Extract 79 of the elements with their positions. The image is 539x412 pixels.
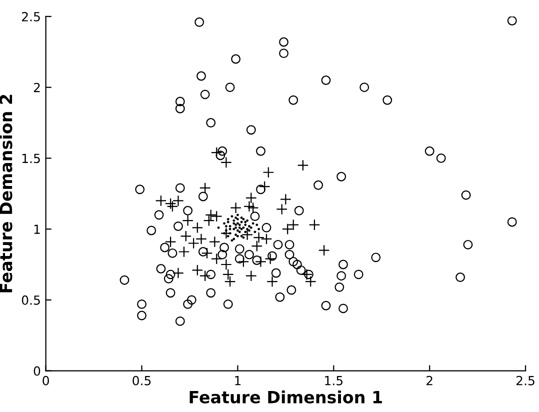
point bbox=[266, 276, 278, 288]
point bbox=[297, 160, 309, 171]
point bbox=[280, 194, 292, 206]
point bbox=[210, 146, 222, 158]
point bbox=[260, 233, 272, 245]
point bbox=[192, 222, 204, 234]
point bbox=[180, 230, 192, 242]
y-tick-label: 0.5 bbox=[22, 295, 40, 305]
point bbox=[245, 192, 257, 204]
point bbox=[232, 238, 236, 240]
point bbox=[254, 230, 256, 234]
point bbox=[226, 234, 230, 238]
point bbox=[251, 240, 263, 252]
point bbox=[236, 222, 239, 225]
point bbox=[192, 264, 204, 276]
point bbox=[250, 226, 252, 229]
point bbox=[232, 228, 236, 230]
x-axis-title: Feature Dimension 1 bbox=[190, 390, 382, 404]
point bbox=[252, 222, 254, 225]
y-tick-label: 1 bbox=[34, 224, 40, 234]
point bbox=[172, 267, 184, 279]
point bbox=[164, 198, 176, 210]
point bbox=[244, 224, 247, 226]
point bbox=[220, 258, 232, 270]
point bbox=[164, 236, 176, 248]
y-tick-label: 2.5 bbox=[22, 12, 40, 22]
point bbox=[236, 218, 239, 220]
point bbox=[244, 230, 247, 234]
point bbox=[226, 218, 230, 220]
x-tick-label: 0 bbox=[42, 376, 49, 386]
point bbox=[276, 204, 288, 215]
x-tick-label: 1 bbox=[235, 376, 241, 386]
point bbox=[236, 214, 239, 216]
point bbox=[210, 253, 222, 265]
point bbox=[244, 200, 255, 212]
point bbox=[245, 270, 257, 282]
point bbox=[256, 224, 258, 226]
point bbox=[264, 253, 276, 265]
point bbox=[255, 256, 266, 268]
point bbox=[199, 270, 211, 282]
point bbox=[238, 224, 241, 226]
point bbox=[217, 226, 220, 229]
point bbox=[247, 202, 259, 214]
point bbox=[242, 229, 253, 240]
point bbox=[244, 220, 247, 224]
x-tick-label: 2 bbox=[426, 376, 432, 386]
x-tick-label: 2.5 bbox=[516, 376, 534, 386]
point bbox=[155, 195, 167, 206]
x-tick-label: 1.5 bbox=[325, 376, 342, 386]
point bbox=[230, 215, 234, 218]
point bbox=[205, 209, 217, 221]
point bbox=[226, 220, 230, 224]
point bbox=[208, 236, 220, 248]
point bbox=[318, 244, 330, 256]
y-tick-label: 1.5 bbox=[22, 154, 40, 164]
point bbox=[232, 219, 236, 222]
point bbox=[199, 182, 211, 194]
x-tick-label: 0.5 bbox=[132, 376, 151, 386]
y-tick-label: 2 bbox=[34, 82, 40, 92]
point bbox=[230, 239, 234, 242]
point bbox=[224, 276, 236, 288]
point bbox=[220, 228, 232, 240]
y-tick-label: 0 bbox=[34, 366, 40, 376]
point bbox=[258, 228, 260, 230]
point bbox=[230, 202, 242, 214]
point bbox=[262, 166, 274, 178]
point bbox=[182, 214, 194, 226]
point bbox=[222, 268, 234, 280]
point bbox=[301, 268, 312, 280]
point bbox=[253, 232, 265, 244]
point bbox=[236, 234, 239, 238]
point bbox=[258, 180, 270, 192]
point bbox=[238, 256, 250, 268]
point bbox=[304, 276, 316, 288]
point bbox=[308, 219, 320, 231]
point bbox=[232, 222, 236, 225]
point bbox=[220, 156, 232, 168]
point bbox=[201, 247, 213, 259]
point bbox=[178, 246, 190, 258]
